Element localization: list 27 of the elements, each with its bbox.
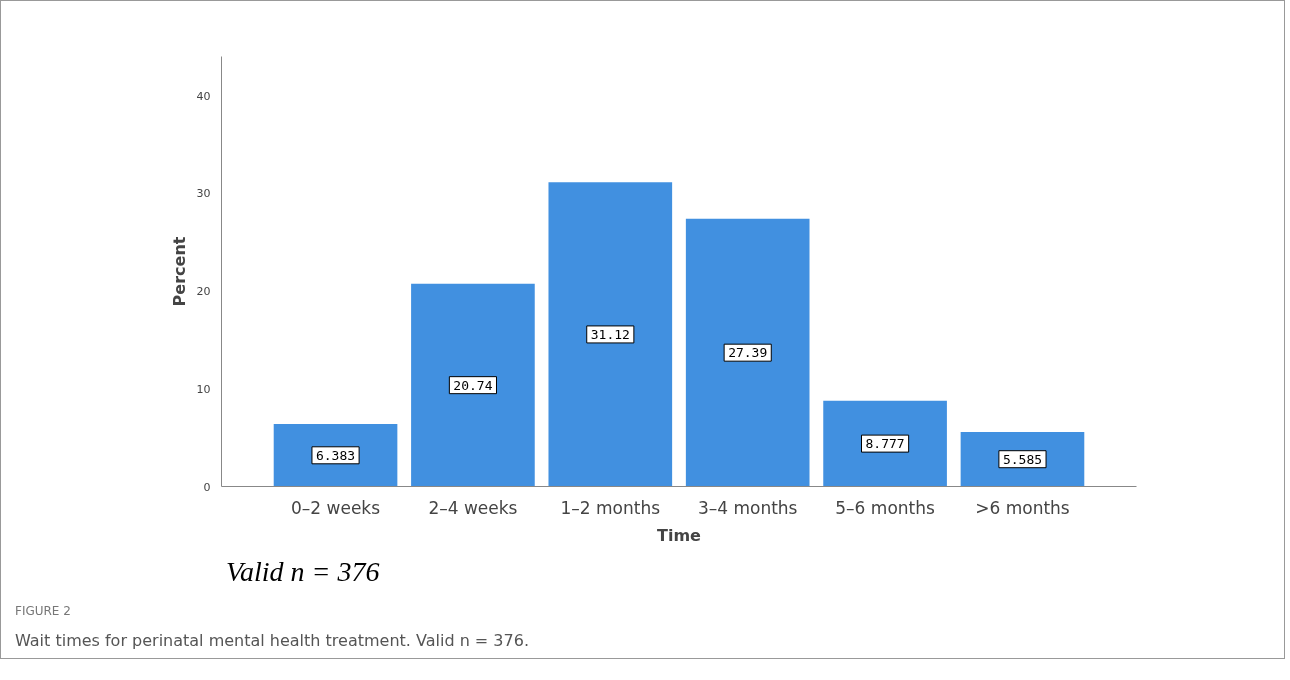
y-tick-label: 10 bbox=[196, 382, 211, 396]
y-tick-label: 0 bbox=[203, 480, 211, 494]
y-tick-label: 30 bbox=[196, 187, 211, 201]
y-tick-label: 40 bbox=[196, 89, 211, 103]
data-label: 8.777 bbox=[865, 436, 905, 452]
x-tick-label: 3–4 months bbox=[697, 497, 798, 518]
data-label: 31.12 bbox=[590, 326, 630, 342]
x-tick-label: 2–4 weeks bbox=[428, 497, 518, 518]
text: Valid n = 376 bbox=[226, 555, 380, 589]
bar bbox=[685, 218, 810, 487]
x-tick-label: >6 months bbox=[975, 497, 1070, 518]
bar bbox=[548, 182, 673, 487]
bar bbox=[823, 400, 947, 487]
caption: FIGURE 2 bbox=[15, 603, 71, 620]
y-axis-title: Percent bbox=[169, 236, 189, 307]
x-tick-label: 5–6 months bbox=[835, 497, 936, 518]
y-tick-label: 20 bbox=[196, 285, 211, 299]
data-label: 6.383 bbox=[315, 447, 356, 463]
text: Wait times for perinatal mental health treatment. Valid n = 376. bbox=[15, 630, 529, 653]
x-axis-title: Time bbox=[657, 525, 702, 545]
x-tick-label: 0–2 weeks bbox=[291, 497, 381, 518]
data-label: 20.74 bbox=[453, 377, 493, 393]
data-label: 5.585 bbox=[1002, 451, 1043, 467]
data-label: 27.39 bbox=[728, 345, 768, 361]
bar bbox=[411, 283, 535, 487]
x-tick-label: 1–2 months bbox=[560, 497, 661, 518]
bar bbox=[273, 424, 398, 487]
